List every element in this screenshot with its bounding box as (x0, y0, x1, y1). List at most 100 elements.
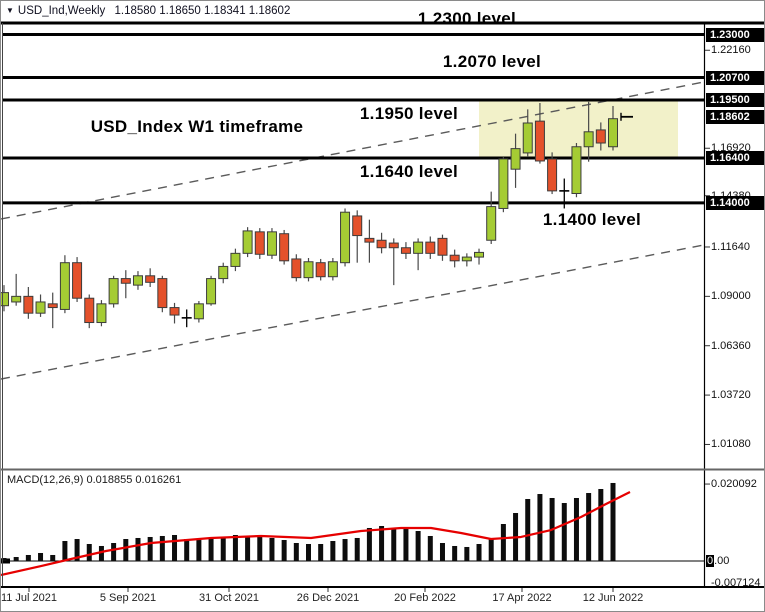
macd-zero-box: 0 (706, 555, 715, 567)
price-axis-label: 1.01080 (711, 438, 751, 451)
candlestick (327, 261, 338, 278)
price-axis-label: 1.03720 (711, 389, 751, 402)
macd-histogram-bar (452, 545, 458, 561)
macd-histogram-bar (111, 542, 117, 561)
date-axis-label: 31 Oct 2021 (199, 592, 259, 604)
macd-histogram-bar (38, 552, 44, 561)
price-axis-highlight: 1.18602 (706, 109, 764, 124)
macd-histogram-bar (74, 539, 80, 561)
macd-histogram-bar (391, 527, 397, 561)
candlestick (11, 295, 22, 303)
candlestick (400, 247, 411, 254)
price-axis-label: 1.22160 (711, 44, 751, 57)
candlestick (449, 254, 460, 262)
macd-axis-label-zero: 0.00 (706, 555, 729, 567)
candlestick (120, 278, 131, 284)
candlestick (571, 146, 582, 194)
macd-histogram-bar (306, 543, 311, 561)
candlestick (72, 262, 83, 299)
candlestick (84, 297, 95, 324)
macd-histogram-bar (464, 546, 470, 561)
candlestick (461, 256, 472, 262)
macd-histogram-bar (500, 524, 506, 561)
candlestick (59, 262, 70, 310)
candlestick (534, 120, 545, 162)
symbol-title: USD_Ind,Weekly (17, 5, 106, 17)
date-axis-label: 26 Dec 2021 (296, 592, 360, 604)
candlestick (145, 275, 156, 283)
macd-histogram-bar (476, 543, 482, 561)
candlestick (206, 278, 217, 305)
candlestick (498, 158, 509, 209)
macd-histogram-bar (415, 531, 421, 561)
macd-histogram-bar (123, 539, 129, 561)
macd-histogram-bar (135, 537, 141, 561)
macd-histogram-bar (342, 539, 348, 561)
macd-histogram-bar (610, 482, 616, 561)
upper-channel-trendline[interactable] (1, 81, 705, 220)
macd-histogram-bar (172, 534, 178, 561)
macd-histogram-bar (86, 543, 92, 561)
macd-histogram-bar (537, 494, 543, 561)
watermark-text: USD_Index W1 timeframe (90, 117, 304, 136)
macd-histogram-bar (354, 537, 360, 561)
level-label-12070: 1.2070 level (442, 52, 542, 71)
candlestick (291, 258, 302, 279)
macd-histogram-bar (573, 497, 579, 561)
candlestick (169, 307, 180, 316)
macd-histogram-bar (488, 539, 494, 561)
candlestick (340, 211, 351, 264)
candlestick (474, 251, 485, 258)
macd-histogram-bar (257, 536, 263, 561)
candlestick (315, 262, 326, 278)
candlestick (608, 118, 618, 148)
candlestick (352, 215, 363, 237)
price-axis-label: 1.06360 (711, 339, 751, 352)
candlestick (35, 301, 46, 314)
candlestick (279, 233, 290, 262)
date-axis-label: 5 Sep 2021 (99, 592, 157, 604)
candlestick (376, 239, 387, 249)
price-axis-highlight: 1.19500 (706, 93, 764, 107)
candlestick (254, 231, 265, 255)
macd-indicator-label: MACD(12,26,9) 0.018855 0.016261 (7, 474, 182, 486)
date-axis-label: 12 Jun 2022 (582, 592, 644, 604)
candlestick (486, 206, 497, 241)
macd-histogram-bar (147, 536, 153, 561)
symbol-dropdown-icon[interactable]: ▼ (6, 6, 14, 15)
macd-histogram-bar (366, 527, 372, 561)
macd-histogram-bar (561, 503, 567, 561)
price-axis-label: 1.11640 (711, 240, 750, 253)
macd-histogram-bar (586, 493, 592, 561)
level-label-11950: 1.1950 level (359, 104, 459, 123)
macd-histogram-bar (98, 545, 104, 561)
macd-zero-plain: .00 (714, 555, 730, 567)
macd-histogram-bar (25, 554, 31, 561)
lower-channel-trendline[interactable] (1, 244, 705, 380)
price-axis-label: 1.09000 (711, 290, 751, 303)
candlestick (413, 241, 424, 254)
macd-histogram-bar (281, 540, 287, 561)
candlestick (388, 242, 399, 249)
candlestick (193, 303, 204, 320)
macd-signal-line (1, 490, 631, 577)
macd-axis-label-bottom: -0.007124 (711, 577, 761, 589)
macd-histogram-bar (196, 540, 202, 561)
price-axis-highlight: 1.14000 (706, 195, 764, 210)
level-label-11640: 1.1640 level (359, 162, 459, 181)
macd-histogram-bar (62, 541, 68, 561)
macd-histogram-bar (184, 539, 190, 561)
date-axis-label: 11 Jul 2021 (0, 592, 58, 604)
macd-histogram-bar (50, 554, 56, 561)
price-axis-highlight: 1.20700 (706, 70, 764, 85)
candlestick (595, 129, 606, 144)
price-axis-highlight: 1.23000 (706, 27, 764, 42)
macd-histogram-bar (232, 534, 238, 561)
macd-histogram-bar (269, 537, 275, 561)
candlestick (108, 278, 119, 305)
macd-histogram-bar (293, 542, 299, 561)
candlestick (522, 122, 533, 154)
candlestick (437, 237, 448, 256)
